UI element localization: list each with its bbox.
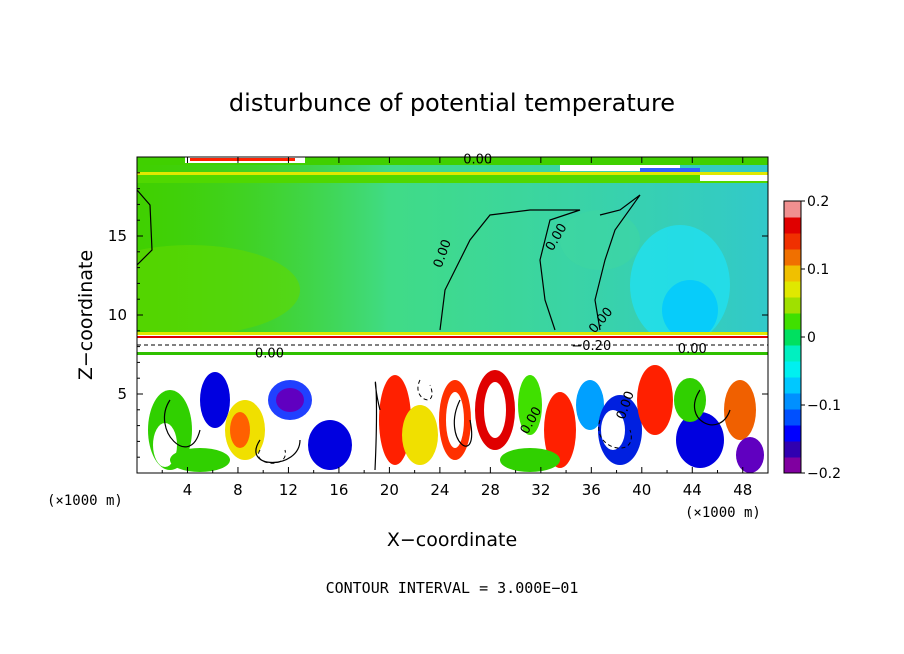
colorbar-tick-label: −0.2 (807, 466, 841, 482)
colorbar-swatch (784, 201, 801, 218)
x-tick-label: 40 (632, 481, 651, 499)
x-tick-label: 20 (380, 481, 399, 499)
colorbar-swatch (784, 361, 801, 378)
colorbar-swatch (784, 329, 801, 346)
colorbar-swatch (784, 281, 801, 298)
colorbar-tick-label: 0.2 (807, 194, 829, 210)
contour-label: 0.00 (463, 152, 492, 167)
x-tick-label: 4 (183, 481, 193, 499)
heatmap-field (137, 157, 768, 473)
colorbar-swatch (784, 441, 801, 458)
colorbar-swatch (784, 265, 801, 282)
colorbar-swatch (784, 457, 801, 474)
colorbar-tick-label: −0.1 (807, 398, 841, 414)
colorbar-swatch (784, 313, 801, 330)
y-axis: 5 10 15 (108, 172, 768, 458)
colorbar-swatch (784, 425, 801, 442)
colorbar-swatch (784, 297, 801, 314)
x-tick-label: 24 (430, 481, 449, 499)
x-axis-title: X−coordinate (387, 529, 517, 551)
x-axis-unit: (×1000 m) (685, 505, 761, 521)
colorbar (783, 200, 802, 474)
contour-interval-note: CONTOUR INTERVAL = 3.000E−01 (326, 579, 579, 597)
y-tick-label: 5 (117, 385, 127, 403)
y-tick-label: 15 (108, 227, 127, 245)
colorbar-swatch (784, 249, 801, 266)
y-axis-title: Z−coordinate (75, 250, 97, 380)
chart-title: disturbunce of potential temperature (229, 89, 675, 117)
x-tick-label: 12 (279, 481, 298, 499)
colorbar-swatch (784, 377, 801, 394)
contour-label: −0.20 (571, 339, 611, 354)
x-tick-label: 44 (683, 481, 702, 499)
colorbar-tick-label: 0.1 (807, 262, 829, 278)
x-tick-label: 36 (582, 481, 601, 499)
colorbar-ticks: 0.2 0.1 0 −0.1 −0.2 (801, 194, 841, 482)
x-tick-label: 48 (733, 481, 752, 499)
x-axis: 4 8 12 16 20 24 28 32 36 40 44 48 (161, 157, 752, 499)
contour-label: 0.00 (678, 342, 707, 357)
colorbar-swatch (784, 409, 801, 426)
y-tick-label: 10 (108, 306, 127, 324)
x-tick-label: 16 (329, 481, 348, 499)
colorbar-swatch (784, 217, 801, 234)
y-axis-unit: (×1000 m) (47, 493, 123, 509)
colorbar-swatch (784, 233, 801, 250)
x-tick-label: 28 (481, 481, 500, 499)
colorbar-swatch (784, 345, 801, 362)
colorbar-swatch (784, 393, 801, 410)
x-tick-label: 8 (233, 481, 243, 499)
contour-label: 0.00 (255, 347, 284, 362)
x-tick-label: 32 (531, 481, 550, 499)
colorbar-tick-label: 0 (807, 330, 816, 346)
